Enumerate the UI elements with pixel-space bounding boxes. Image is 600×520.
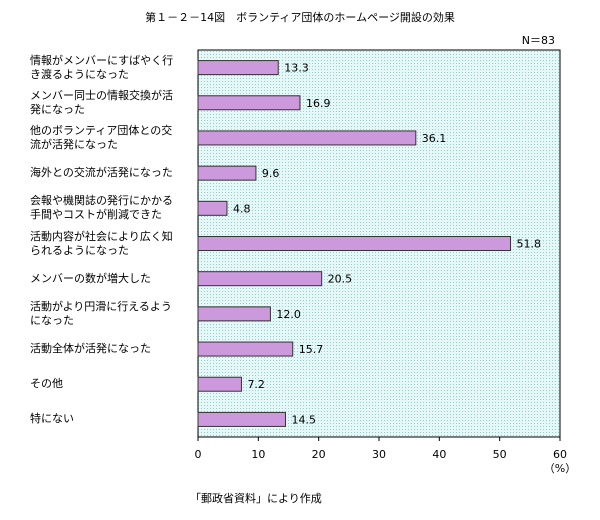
bar	[197, 165, 257, 181]
bar	[197, 130, 417, 146]
value-label: 36.1	[422, 132, 447, 145]
bar	[197, 95, 301, 111]
y-tick-label: 海外との交流が活発になった	[30, 166, 173, 180]
x-tick-label: 50	[493, 448, 507, 461]
bar	[197, 376, 242, 392]
value-label: 13.3	[284, 62, 309, 75]
value-label: 12.0	[276, 308, 301, 321]
bar	[197, 236, 512, 251]
value-label: 51.8	[517, 238, 542, 251]
x-tick-label: 60	[553, 448, 567, 461]
y-tick-label: メンバーの数が増大した	[30, 271, 151, 285]
y-tick-label: 情報がメンバーにすばやく行 き渡るようになった	[30, 53, 174, 81]
y-tick-label: 活動がより円滑に行えるよう になった	[30, 299, 172, 327]
y-tick-label: その他	[30, 377, 63, 391]
y-tick-label: 会報や機関誌の発行にかかる 手間やコストが削減できた	[30, 194, 173, 222]
y-tick-label: メンバー同士の情報交換が活 発になった	[30, 88, 173, 116]
bar	[197, 200, 228, 216]
y-tick-label: 活動全体が活発になった	[30, 342, 151, 356]
x-unit: （%）	[544, 462, 576, 475]
y-tick-label: 他のボランティア団体との交 流が活発になった	[30, 123, 173, 151]
bar	[197, 411, 286, 427]
value-label: 16.9	[306, 97, 331, 110]
source: 「郵政省資料」により作成	[190, 491, 322, 505]
note: N＝83	[522, 34, 555, 47]
chart-title: 第１－２－14図 ボランティア団体のホームページ開設の効果	[145, 10, 455, 24]
value-label: 14.5	[291, 413, 316, 426]
bar	[197, 341, 294, 357]
y-tick-label: 活動内容が社会により広く知 られるようになった	[30, 229, 173, 257]
x-tick-label: 0	[195, 448, 202, 461]
value-label: 20.5	[328, 273, 353, 286]
value-label: 7.2	[247, 378, 265, 391]
value-label: 9.6	[262, 167, 280, 180]
value-label: 15.7	[299, 343, 324, 356]
x-tick-label: 10	[251, 448, 265, 461]
x-tick-label: 30	[372, 448, 386, 461]
x-tick-label: 40	[432, 448, 446, 461]
bar	[197, 306, 271, 322]
x-tick-label: 20	[312, 448, 326, 461]
bar	[197, 271, 323, 287]
bar	[197, 60, 279, 76]
y-tick-label: 特にない	[30, 412, 74, 426]
value-label: 4.8	[233, 202, 251, 215]
